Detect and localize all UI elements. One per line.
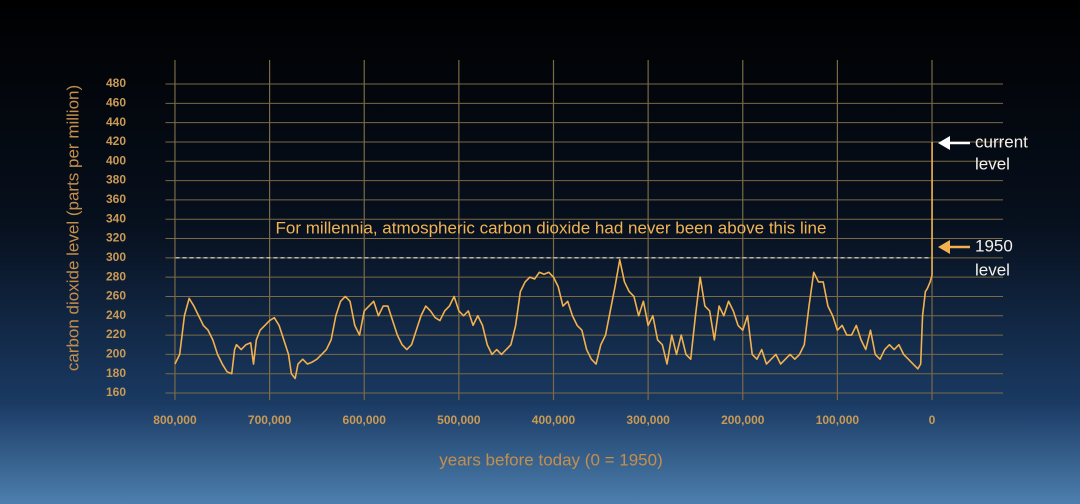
x-tick-label: 400,000 [532, 413, 576, 427]
x-tick-label: 600,000 [343, 413, 387, 427]
y-tick-label: 260 [106, 289, 126, 303]
y-tick-label: 420 [106, 134, 126, 148]
y-tick-label: 340 [106, 211, 126, 225]
grid [165, 60, 1003, 400]
x-tick-label: 300,000 [626, 413, 670, 427]
current-label: current [975, 132, 1028, 151]
x-tick-label: 500,000 [437, 413, 481, 427]
y-tick-label: 200 [106, 347, 126, 361]
y-tick-label: 400 [106, 153, 126, 167]
x-tick-label: 100,000 [816, 413, 860, 427]
x-tick-label: 200,000 [721, 413, 765, 427]
y-tick-label: 160 [106, 385, 126, 399]
co2-line [174, 141, 933, 380]
x-tick-label: 800,000 [153, 413, 197, 427]
x-axis-label: years before today (0 = 1950) [439, 450, 663, 469]
annotation: For millennia, atmospheric carbon dioxid… [276, 218, 827, 237]
y-tick-label: 440 [106, 115, 126, 129]
y-tick-label: 300 [106, 250, 126, 264]
current-label: level [975, 154, 1010, 173]
y-tick-label: 360 [106, 192, 126, 206]
y-axis-label: carbon dioxide level (parts per million) [63, 85, 82, 371]
y-tick-label: 480 [106, 76, 126, 90]
level-1950-arrow [938, 240, 970, 254]
y-tick-label: 320 [106, 231, 126, 245]
y-tick-label: 460 [106, 95, 126, 109]
y-tick-label: 220 [106, 327, 126, 341]
y-tick-label: 380 [106, 173, 126, 187]
current-arrow [938, 136, 970, 150]
x-tick-label: 700,000 [248, 413, 292, 427]
level-1950-label: level [975, 260, 1010, 279]
y-tick-label: 240 [106, 308, 126, 322]
x-tick-label: 0 [929, 413, 936, 427]
level-1950-label: 1950 [975, 236, 1013, 255]
y-tick-label: 280 [106, 269, 126, 283]
y-tick-label: 180 [106, 366, 126, 380]
